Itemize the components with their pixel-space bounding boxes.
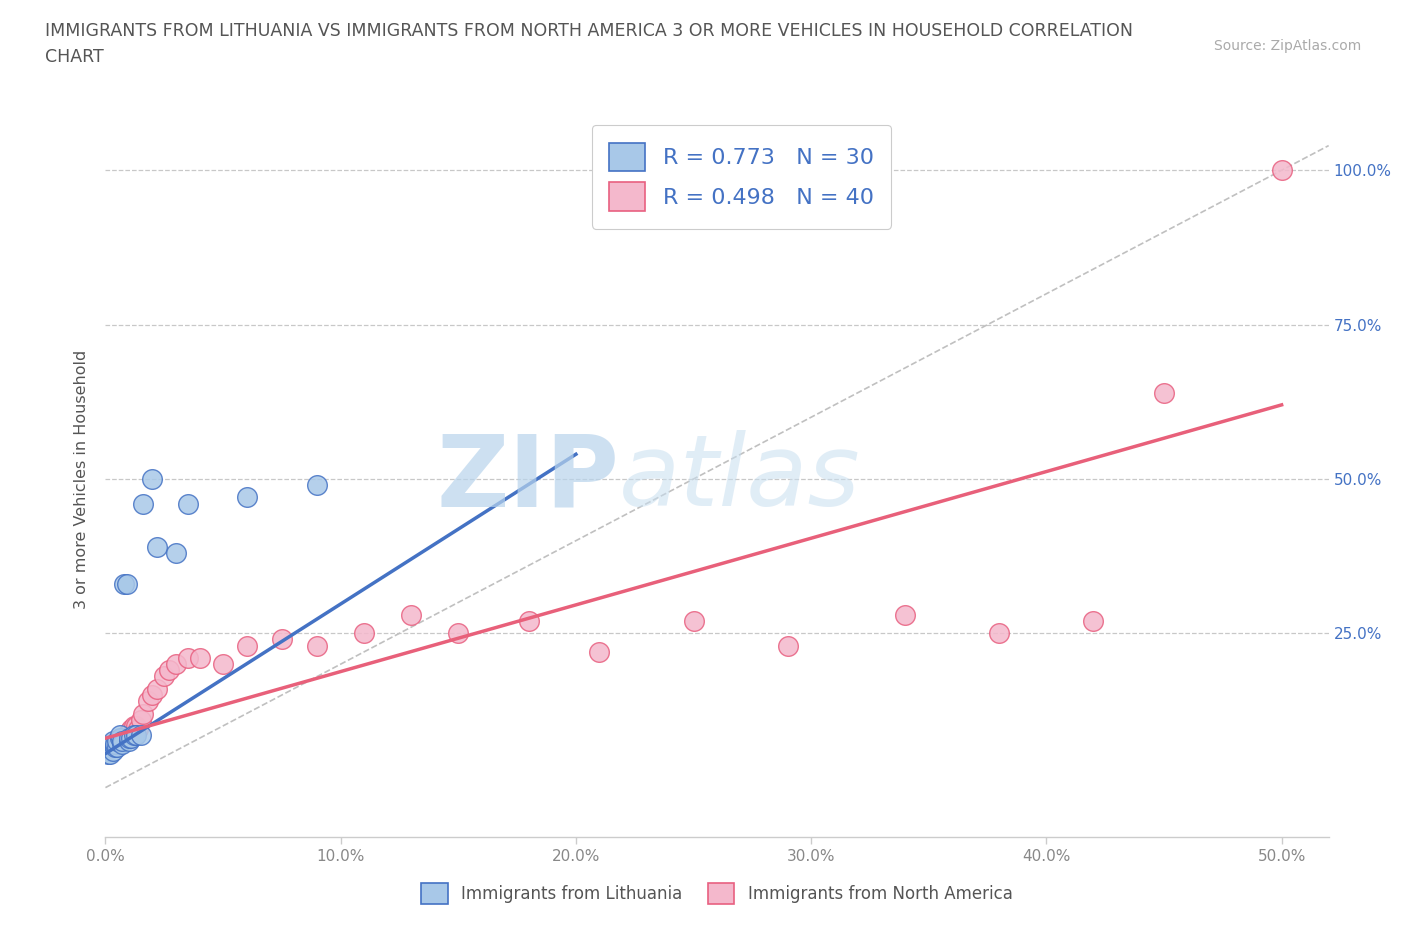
Point	[118, 734, 141, 749]
Point	[122, 727, 145, 742]
Point	[141, 472, 163, 486]
Point	[894, 607, 917, 622]
Point	[353, 626, 375, 641]
Point	[97, 743, 120, 758]
Point	[108, 731, 131, 746]
Point	[129, 727, 152, 742]
Point	[307, 638, 329, 653]
Point	[105, 740, 128, 755]
Point	[122, 719, 145, 734]
Point	[127, 722, 149, 737]
Point	[108, 727, 131, 742]
Point	[1083, 614, 1105, 629]
Point	[98, 746, 121, 761]
Text: Source: ZipAtlas.com: Source: ZipAtlas.com	[1213, 39, 1361, 53]
Point	[177, 651, 200, 666]
Point	[98, 740, 121, 755]
Text: IMMIGRANTS FROM LITHUANIA VS IMMIGRANTS FROM NORTH AMERICA 3 OR MORE VEHICLES IN: IMMIGRANTS FROM LITHUANIA VS IMMIGRANTS …	[45, 22, 1133, 40]
Point	[101, 737, 124, 751]
Point	[111, 734, 134, 749]
Point	[120, 722, 142, 737]
Point	[146, 682, 169, 697]
Point	[129, 712, 152, 727]
Point	[108, 734, 131, 749]
Point	[146, 539, 169, 554]
Point	[101, 737, 124, 751]
Legend: Immigrants from Lithuania, Immigrants from North America: Immigrants from Lithuania, Immigrants fr…	[415, 876, 1019, 911]
Point	[104, 737, 127, 751]
Point	[153, 669, 176, 684]
Point	[105, 734, 128, 749]
Point	[1153, 385, 1175, 400]
Point	[157, 663, 180, 678]
Point	[776, 638, 799, 653]
Point	[112, 577, 135, 591]
Point	[235, 638, 257, 653]
Point	[132, 497, 155, 512]
Point	[235, 490, 257, 505]
Point	[307, 478, 329, 493]
Point	[177, 497, 200, 512]
Point	[165, 546, 187, 561]
Point	[125, 727, 148, 742]
Point	[97, 746, 120, 761]
Point	[447, 626, 470, 641]
Point	[118, 731, 141, 746]
Point	[141, 687, 163, 702]
Point	[588, 644, 610, 659]
Point	[98, 740, 121, 755]
Point	[118, 724, 141, 739]
Point	[136, 694, 159, 709]
Point	[212, 657, 235, 671]
Point	[111, 737, 134, 751]
Y-axis label: 3 or more Vehicles in Household: 3 or more Vehicles in Household	[73, 350, 89, 608]
Point	[125, 719, 148, 734]
Point	[517, 614, 540, 629]
Point	[132, 706, 155, 721]
Point	[1271, 163, 1294, 178]
Point	[988, 626, 1011, 641]
Point	[399, 607, 422, 622]
Point	[111, 731, 134, 746]
Text: atlas: atlas	[619, 431, 860, 527]
Point	[165, 657, 187, 671]
Text: CHART: CHART	[45, 48, 104, 66]
Point	[104, 740, 127, 755]
Point	[105, 734, 128, 749]
Point	[682, 614, 704, 629]
Point	[101, 743, 124, 758]
Point	[112, 731, 135, 746]
Point	[115, 577, 138, 591]
Point	[120, 731, 142, 746]
Point	[101, 734, 124, 749]
Point	[188, 651, 211, 666]
Point	[270, 632, 292, 647]
Point	[97, 743, 120, 758]
Text: ZIP: ZIP	[436, 431, 619, 527]
Point	[115, 727, 138, 742]
Point	[104, 740, 127, 755]
